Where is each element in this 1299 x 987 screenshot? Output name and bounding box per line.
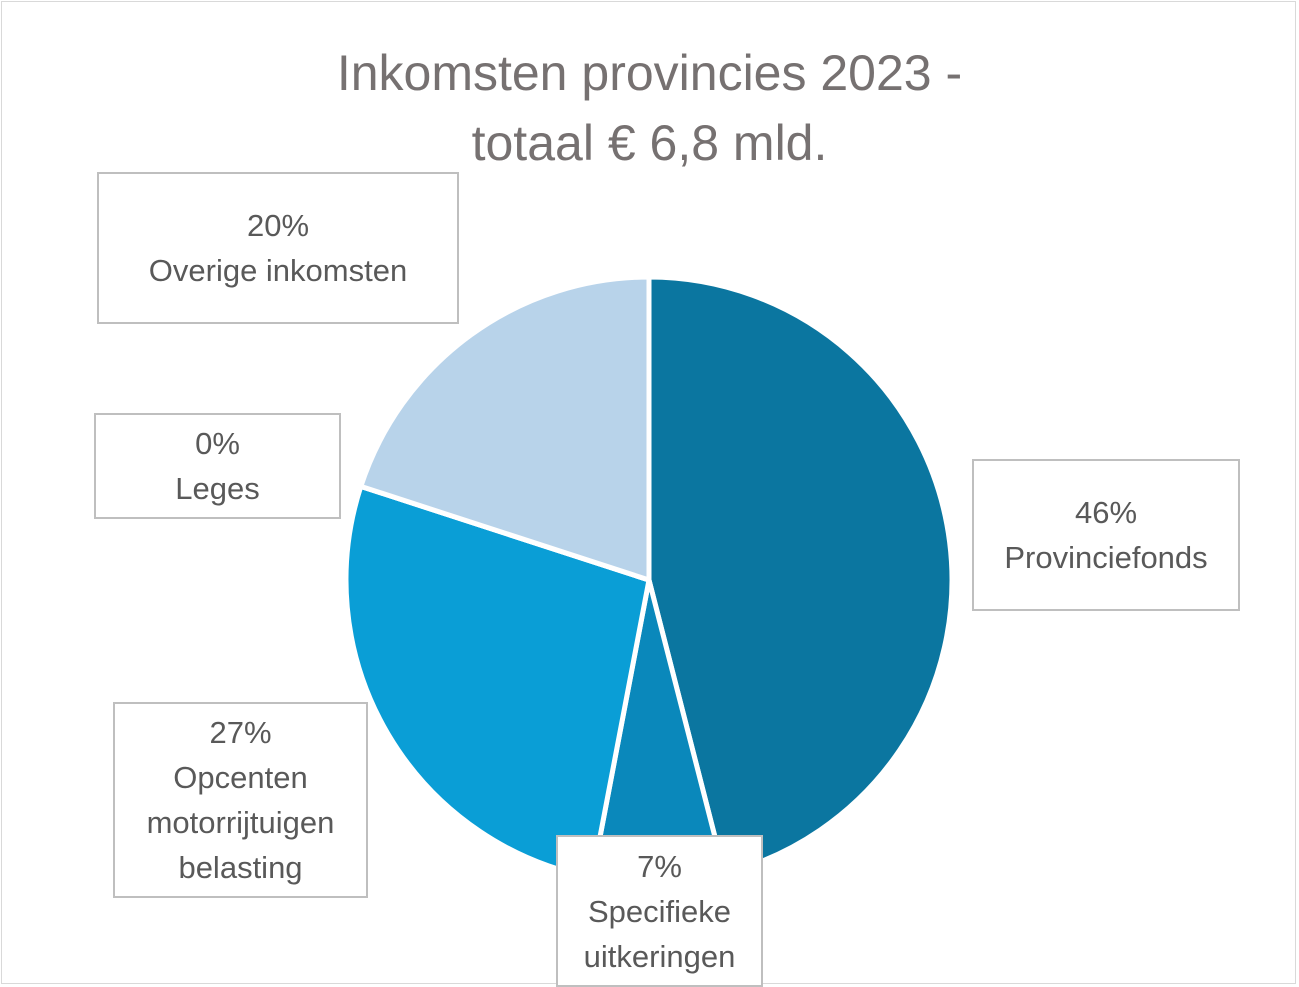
data-label-percent: 27% — [209, 715, 272, 750]
data-label-percent: 20% — [246, 208, 310, 243]
data-label: 0% Leges — [94, 413, 341, 519]
data-label-category: Leges — [175, 471, 260, 506]
data-label: 7% Specifieke uitkeringen — [556, 835, 763, 987]
title-line-2: totaal € 6,8 mld. — [471, 115, 828, 171]
data-label-category: Specifieke — [587, 893, 732, 929]
data-label-percent: 46% — [1074, 495, 1138, 530]
data-label: 20% Overige inkomsten — [97, 172, 459, 324]
data-label: 27% Opcenten motorrijtuigen belasting — [113, 702, 368, 898]
data-label-category: Overige inkomsten — [148, 253, 408, 288]
data-label-percent: 0% — [195, 426, 240, 461]
data-label-category: Opcenten — [173, 760, 308, 795]
data-label-category: motorrijtuigen — [146, 805, 335, 840]
data-label-category: belasting — [178, 850, 303, 885]
pie-slice-provinciefonds — [646, 274, 955, 876]
data-label-category: uitkeringen — [583, 938, 736, 974]
title-line-1: Inkomsten provincies 2023 - — [336, 45, 963, 101]
chart-title: Inkomsten provincies 2023 - totaal € 6,8… — [0, 38, 1299, 178]
pie-slice-opcenten-motorrijtuigen-belasting — [343, 483, 652, 881]
pie-slice-overige-inkomsten — [358, 274, 652, 583]
data-label-percent: 7% — [637, 848, 682, 884]
data-label-category: Provinciefonds — [1004, 540, 1208, 575]
data-label: 46% Provinciefonds — [972, 459, 1240, 611]
